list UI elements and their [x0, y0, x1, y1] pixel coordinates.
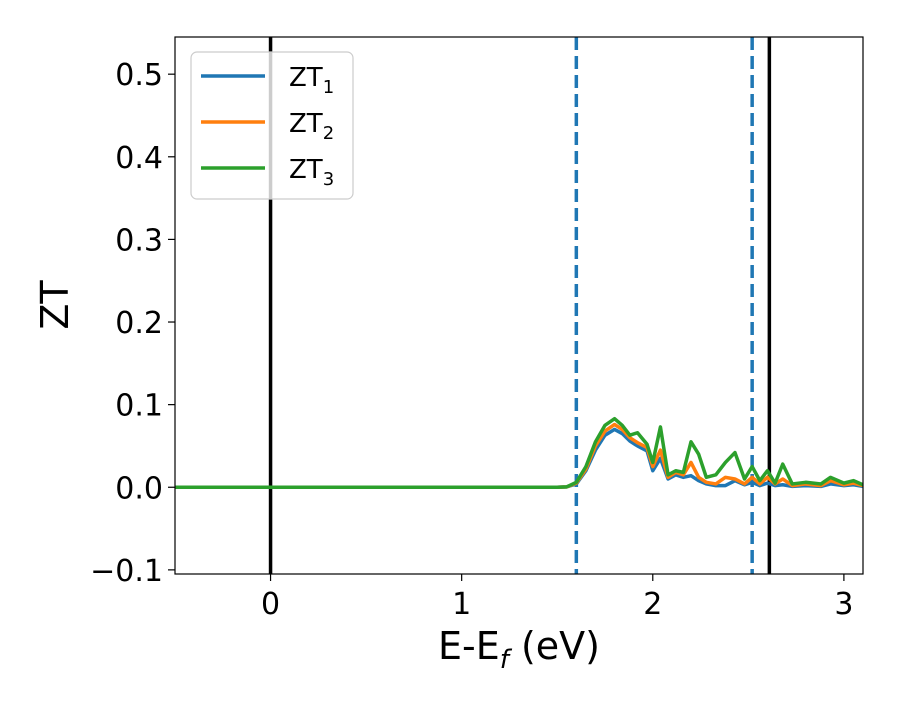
y-axis-ticks: −0.1 0.0 0.1 0.2 0.3 0.4 0.5 — [90, 58, 175, 589]
legend-box — [190, 51, 354, 200]
x-axis-label-unit: (eV) — [509, 624, 600, 668]
y-tick-label-0: −0.1 — [90, 554, 163, 589]
y-tick-label-2: 0.1 — [115, 389, 163, 424]
legend-label-2: ZT2 — [289, 109, 334, 144]
y-tick-label-1: 0.0 — [115, 471, 163, 506]
series-line-3 — [175, 416, 863, 489]
x-tick-label-2: 2 — [643, 587, 662, 622]
plot-frame — [174, 36, 864, 575]
x-tick-label-3: 3 — [834, 587, 853, 622]
legend-label-3: ZT3 — [289, 155, 334, 190]
series-lines — [175, 416, 863, 489]
y-tick-label-3: 0.2 — [115, 306, 163, 341]
x-tick-label-1: 1 — [452, 587, 471, 622]
y-tick-label-5: 0.4 — [115, 141, 163, 176]
y-tick-label-4: 0.3 — [115, 223, 163, 258]
x-axis-ticks: 0 1 2 3 — [261, 574, 853, 622]
legend-label-1: ZT1 — [289, 63, 334, 98]
y-tick-label-6: 0.5 — [115, 58, 163, 93]
x-axis-label-main: E-E — [438, 624, 500, 668]
x-axis-label: E-Ef (eV) — [438, 624, 600, 675]
y-axis-label: ZT — [33, 280, 77, 330]
legend: ZT1 ZT2 ZT3 — [190, 51, 354, 200]
x-tick-label-0: 0 — [261, 587, 280, 622]
